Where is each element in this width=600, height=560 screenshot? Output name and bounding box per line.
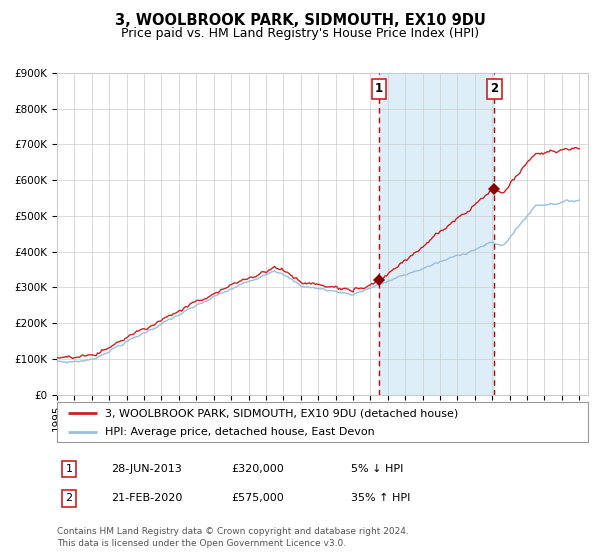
Text: 5% ↓ HPI: 5% ↓ HPI [351, 464, 403, 474]
Text: Contains HM Land Registry data © Crown copyright and database right 2024.: Contains HM Land Registry data © Crown c… [57, 527, 409, 536]
Text: Price paid vs. HM Land Registry's House Price Index (HPI): Price paid vs. HM Land Registry's House … [121, 27, 479, 40]
Text: 28-JUN-2013: 28-JUN-2013 [111, 464, 182, 474]
Text: 21-FEB-2020: 21-FEB-2020 [111, 493, 182, 503]
Text: This data is licensed under the Open Government Licence v3.0.: This data is licensed under the Open Gov… [57, 539, 346, 548]
Text: £575,000: £575,000 [231, 493, 284, 503]
Text: 1: 1 [375, 82, 383, 95]
Text: £320,000: £320,000 [231, 464, 284, 474]
Text: 35% ↑ HPI: 35% ↑ HPI [351, 493, 410, 503]
Text: 3, WOOLBROOK PARK, SIDMOUTH, EX10 9DU (detached house): 3, WOOLBROOK PARK, SIDMOUTH, EX10 9DU (d… [105, 408, 458, 418]
Text: 2: 2 [490, 82, 499, 95]
Text: HPI: Average price, detached house, East Devon: HPI: Average price, detached house, East… [105, 427, 374, 437]
Text: 2: 2 [65, 493, 73, 503]
Text: 1: 1 [65, 464, 73, 474]
Bar [379, 73, 494, 395]
Text: 3, WOOLBROOK PARK, SIDMOUTH, EX10 9DU: 3, WOOLBROOK PARK, SIDMOUTH, EX10 9DU [115, 13, 485, 28]
